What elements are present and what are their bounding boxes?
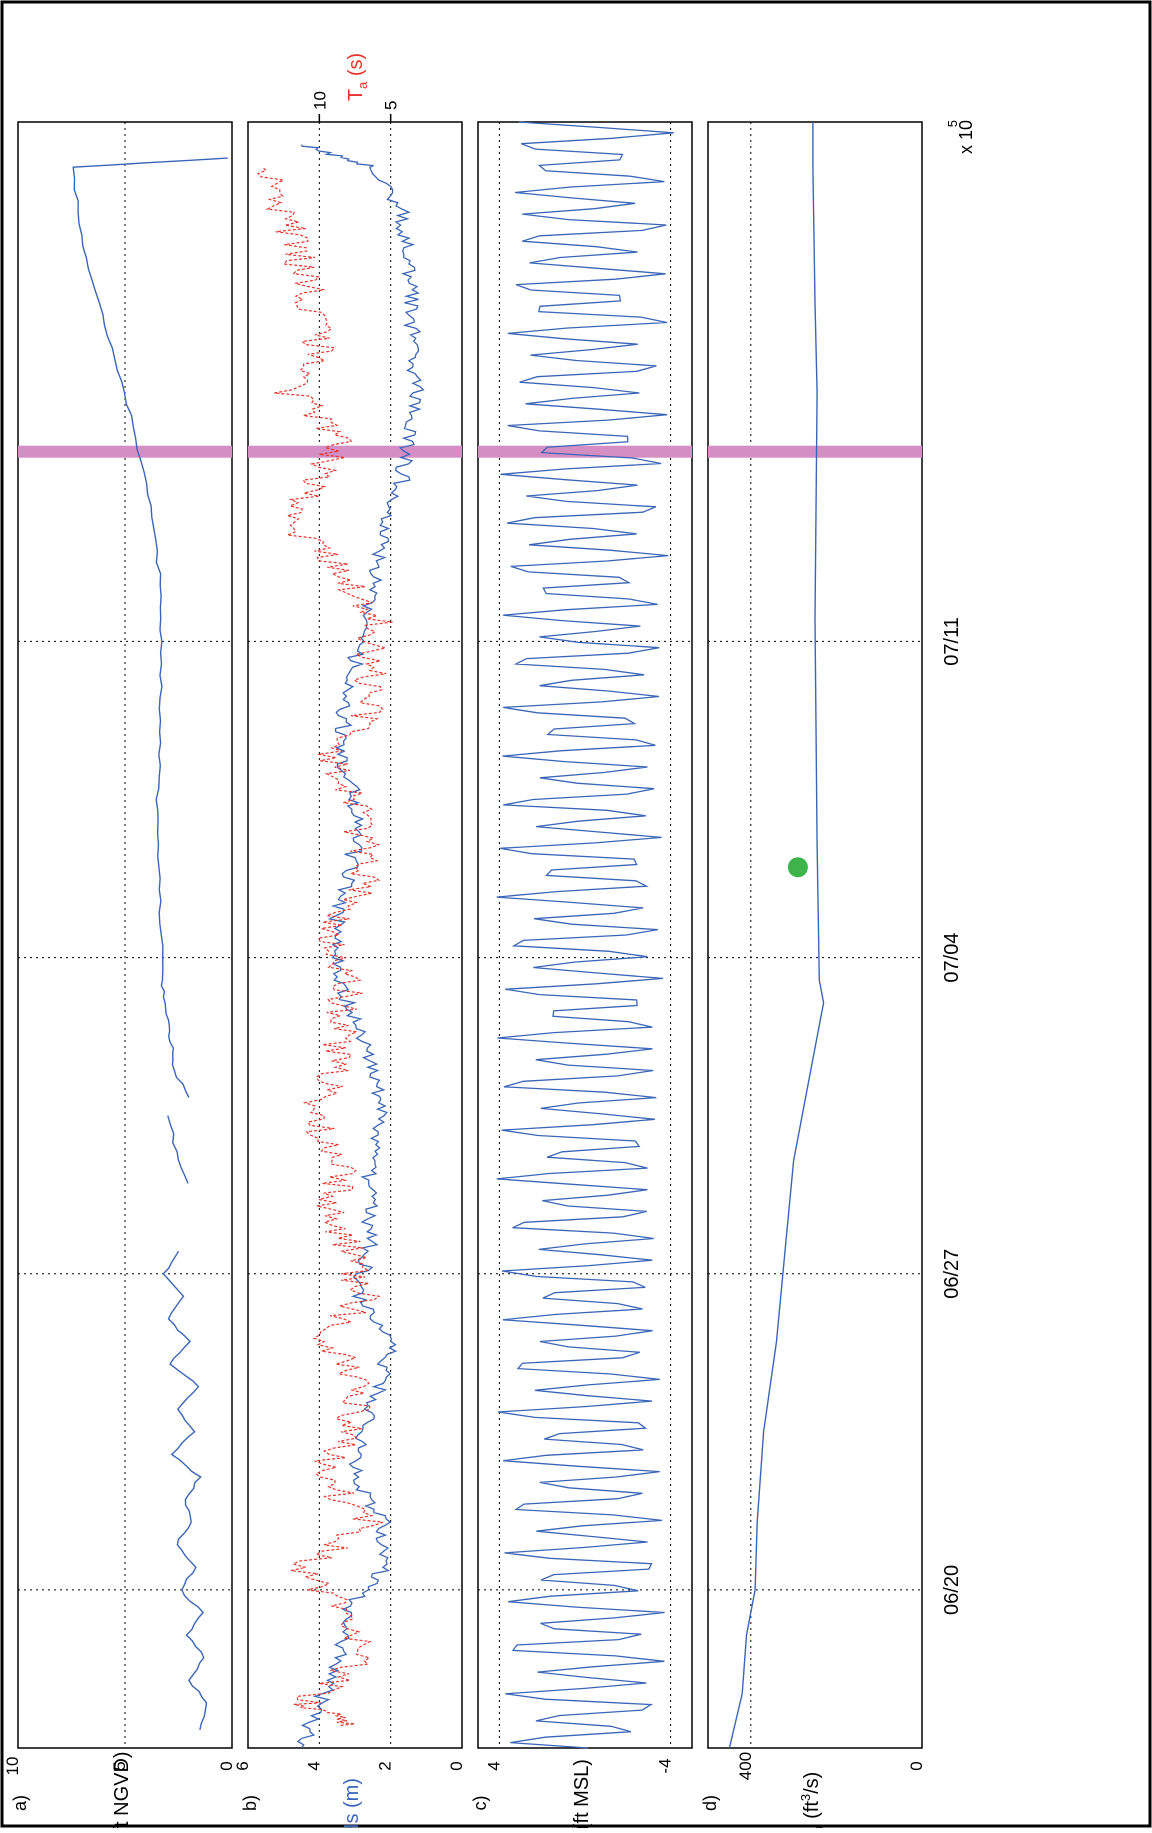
y-tick-label: 0 xyxy=(217,1761,236,1770)
series-he-segment-2 xyxy=(167,1115,189,1184)
panel-label: a) xyxy=(10,1795,30,1811)
series-ta xyxy=(256,166,393,1726)
y-tick-label: 400 xyxy=(736,1752,755,1780)
panel-label: d) xyxy=(700,1795,720,1811)
right-tick-label: 10 xyxy=(310,91,329,110)
panel-label: c) xyxy=(470,1796,490,1811)
panel-frame xyxy=(477,121,693,1749)
event-marker xyxy=(708,445,922,458)
plot-root: 0 5 10 a) hE (ft NGVD) 0 2 4 6 b) Hs (m) -4 4 c) hO (f… xyxy=(3,53,976,1833)
y-axis-label-hs: Hs (m) xyxy=(341,1778,363,1828)
x-tick-label: 07/04 xyxy=(941,933,963,983)
panel-label: b) xyxy=(240,1795,260,1811)
y-axis-label: hE (ft NGVD) xyxy=(111,1751,136,1828)
panel-2: 0 2 4 6 b) Hs (m) xyxy=(233,121,466,1833)
y-axis-label-ta: Ta (s) xyxy=(345,53,370,101)
event-marker xyxy=(478,445,692,458)
series-qr xyxy=(728,122,825,1749)
x-tick-label: 07/11 xyxy=(941,617,963,666)
panel-4: 0 400 d) Qr (ft3/s) xyxy=(700,121,926,1833)
x-exponent-label: x 10 xyxy=(956,120,976,154)
y-tick-label: 10 xyxy=(3,1757,22,1776)
panel-frame xyxy=(707,121,923,1749)
y-tick-label: 5 xyxy=(110,1761,129,1770)
y-axis-label: Qr (ft3/s) xyxy=(798,1772,826,1828)
series-ho xyxy=(496,121,674,1749)
x-tick-label: 06/20 xyxy=(941,1565,963,1615)
panel-3: -4 4 c) hO (ft MSL) xyxy=(470,121,693,1833)
y-tick-label: 2 xyxy=(376,1761,395,1770)
panel-1: 0 5 10 a) hE (ft NGVD) xyxy=(3,121,236,1833)
y-axis-label: hO (ft MSL) xyxy=(571,1759,596,1828)
y-tick-label: 4 xyxy=(304,1761,323,1770)
event-marker xyxy=(18,445,232,458)
panel-frame xyxy=(17,121,233,1749)
y-tick-label: 0 xyxy=(907,1761,926,1770)
x-tick-label: 06/27 xyxy=(941,1249,963,1299)
event-marker xyxy=(248,445,462,458)
y-tick-label: -4 xyxy=(656,1758,675,1773)
right-tick-label: 5 xyxy=(382,101,401,110)
y-tick-label: 6 xyxy=(233,1761,252,1770)
panel-frame xyxy=(247,121,463,1749)
y-tick-label: 0 xyxy=(447,1761,466,1770)
series-he-segment-1 xyxy=(162,1250,208,1731)
y-tick-label: 4 xyxy=(484,1761,503,1770)
series-he-segment-3 xyxy=(72,157,228,1098)
x-exponent-value: 5 xyxy=(945,120,960,127)
observation-point xyxy=(787,857,808,878)
